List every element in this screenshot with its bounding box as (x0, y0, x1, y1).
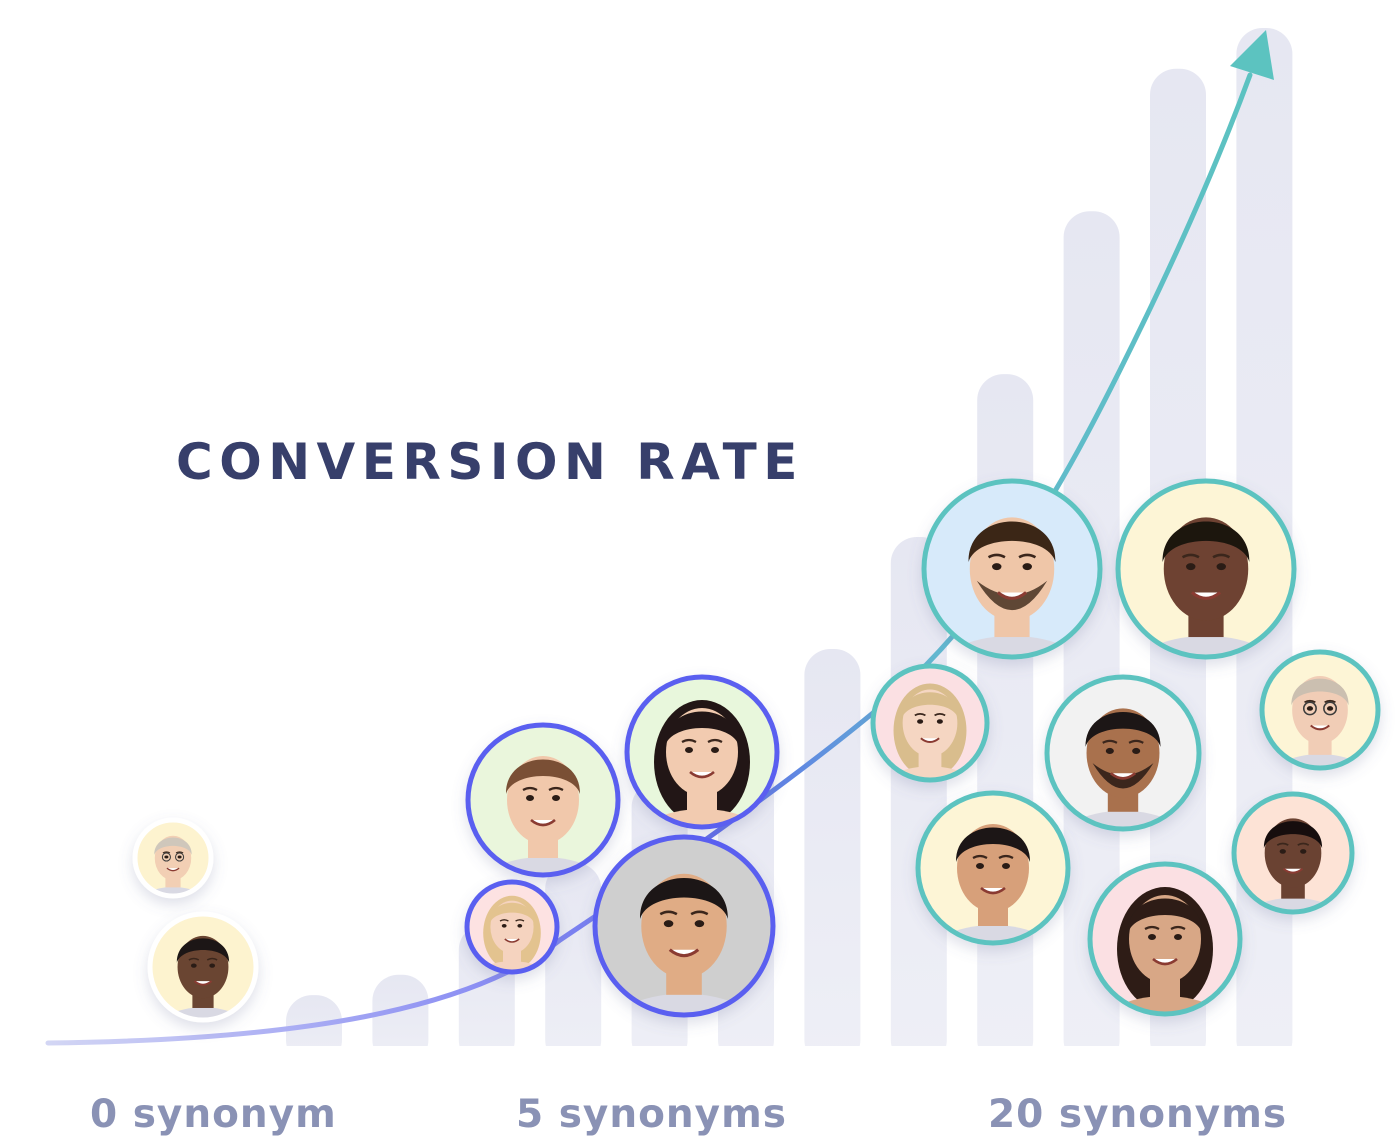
avatar-12 (1231, 791, 1355, 915)
avatar-6 (921, 478, 1103, 660)
avatar-9 (1044, 674, 1202, 832)
trend-arrow-head-icon (1230, 30, 1274, 80)
category-label-1: 5 synonyms (516, 1092, 787, 1137)
avatar-3 (624, 674, 780, 830)
avatar-7 (1115, 478, 1297, 660)
category-label-0: 0 synonym (90, 1092, 337, 1137)
avatar-4 (464, 879, 560, 975)
avatar-1 (147, 911, 259, 1023)
trend-curve (45, 72, 1253, 1046)
bar-1 (372, 974, 429, 1066)
bar-9 (1063, 211, 1120, 1067)
avatar-5 (592, 834, 776, 1018)
chart-title: CONVERSION RATE (176, 433, 804, 491)
category-label-2: 20 synonyms (988, 1092, 1288, 1137)
bar-3 (545, 862, 602, 1066)
trend-curve-layer (45, 30, 1274, 1046)
avatar-8 (870, 663, 990, 783)
avatars-layer (132, 478, 1381, 1023)
avatar-0 (132, 817, 214, 899)
avatar-2 (465, 722, 621, 878)
avatar-11 (915, 790, 1071, 946)
bar-6 (804, 648, 861, 1066)
avatar-13 (1087, 861, 1243, 1017)
avatar-10 (1259, 649, 1381, 771)
